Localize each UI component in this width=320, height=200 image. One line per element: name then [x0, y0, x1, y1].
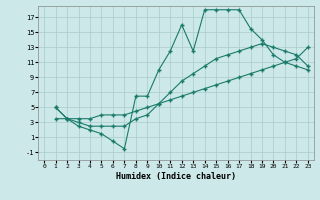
- X-axis label: Humidex (Indice chaleur): Humidex (Indice chaleur): [116, 172, 236, 181]
